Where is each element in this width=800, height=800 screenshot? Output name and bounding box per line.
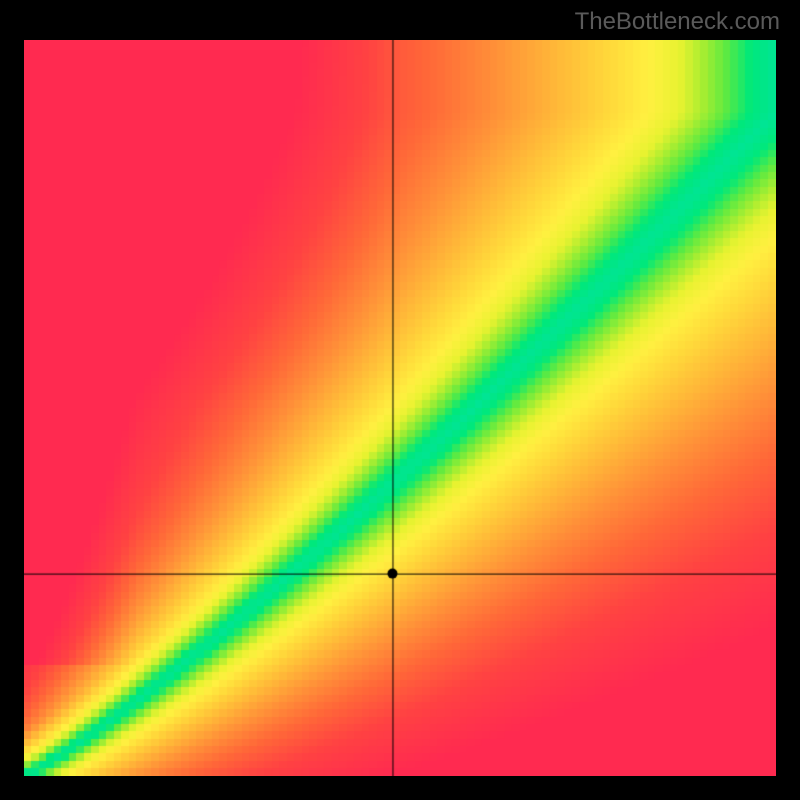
heatmap-plot: [24, 40, 776, 776]
heatmap-canvas: [24, 40, 776, 776]
chart-container: TheBottleneck.com: [0, 0, 800, 800]
watermark-text: TheBottleneck.com: [575, 8, 780, 36]
